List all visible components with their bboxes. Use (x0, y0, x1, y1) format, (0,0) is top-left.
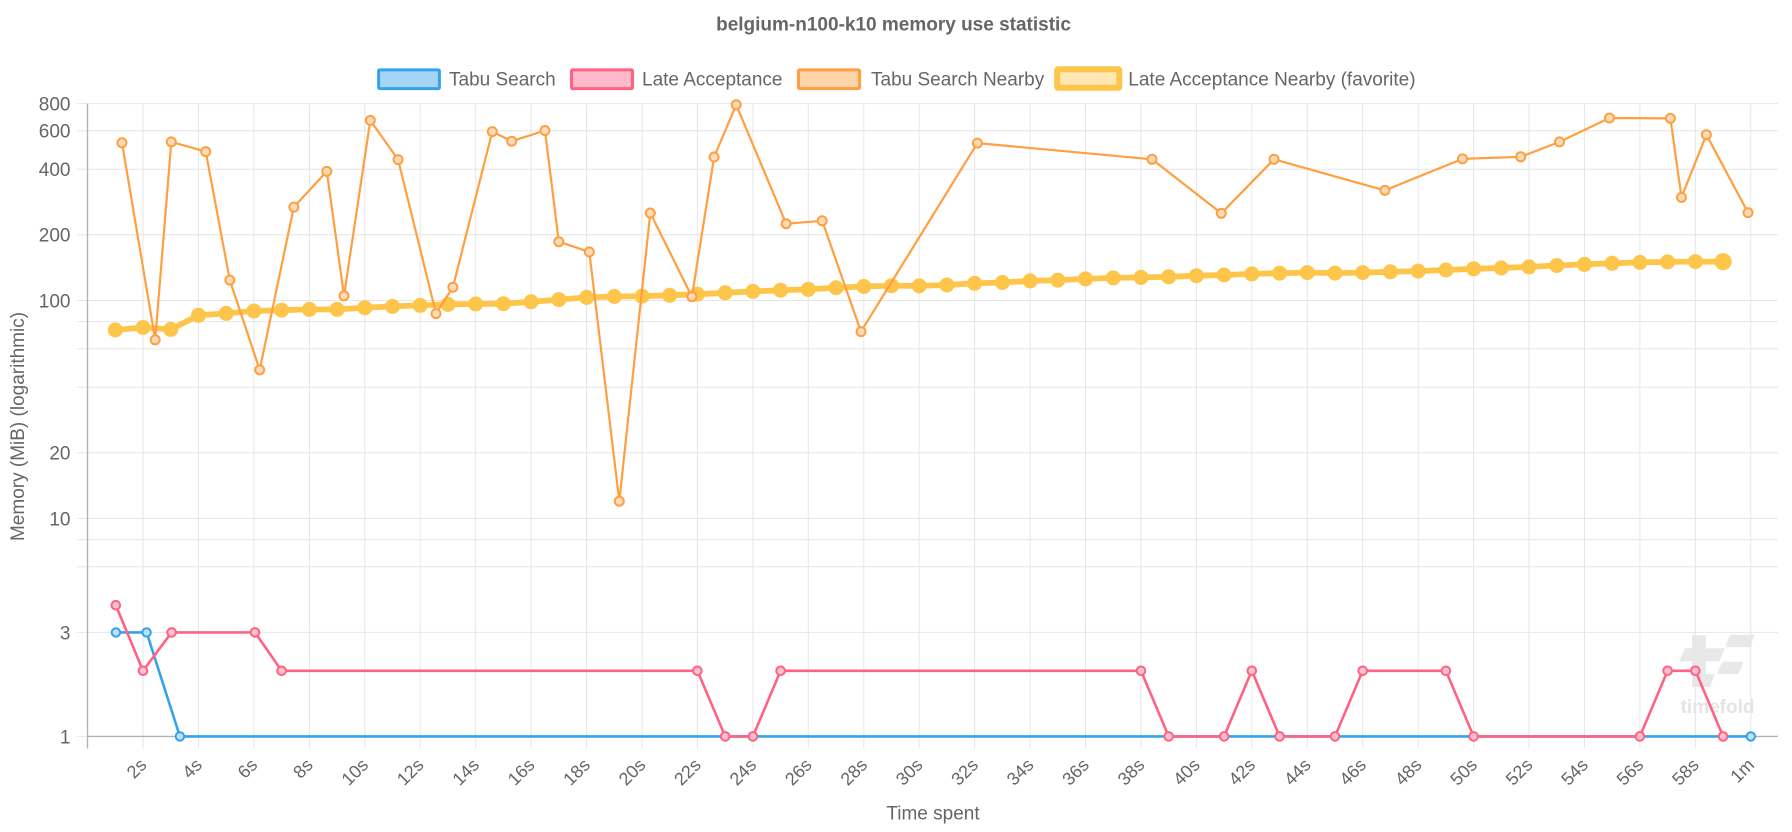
svg-text:3: 3 (60, 623, 71, 644)
svg-text:Memory (MiB) (logarithmic): Memory (MiB) (logarithmic) (8, 312, 29, 541)
svg-text:belgium-n100-k10 memory use st: belgium-n100-k10 memory use statistic (716, 15, 1071, 36)
svg-text:Late Acceptance Nearby (favori: Late Acceptance Nearby (favorite) (1128, 69, 1415, 90)
svg-text:800: 800 (39, 95, 71, 116)
svg-text:600: 600 (39, 122, 71, 143)
svg-text:Late Acceptance: Late Acceptance (642, 69, 783, 90)
svg-text:400: 400 (39, 160, 71, 181)
svg-text:20: 20 (49, 444, 70, 465)
svg-text:timefold: timefold (1681, 697, 1755, 718)
svg-text:Time spent: Time spent (886, 804, 980, 825)
svg-text:Tabu Search: Tabu Search (449, 69, 556, 90)
svg-text:10: 10 (49, 509, 70, 530)
svg-text:200: 200 (39, 226, 71, 247)
svg-text:Tabu Search Nearby: Tabu Search Nearby (871, 69, 1045, 90)
svg-text:100: 100 (39, 291, 71, 312)
svg-text:1: 1 (60, 727, 71, 748)
